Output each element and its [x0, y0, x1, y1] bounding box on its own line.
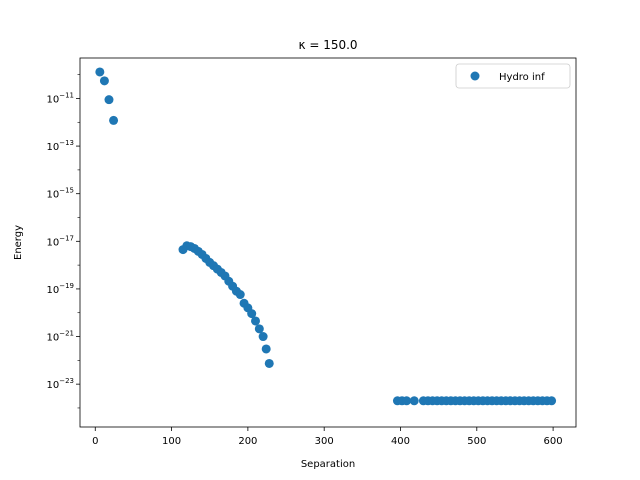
x-tick-label: 500	[467, 436, 486, 447]
data-point	[258, 332, 268, 342]
x-axis-label: Separation	[301, 459, 355, 470]
data-point	[264, 358, 274, 368]
data-point	[409, 396, 419, 406]
data-point	[247, 309, 257, 319]
plot-marks	[95, 67, 557, 406]
data-point	[547, 396, 557, 406]
data-point	[235, 290, 245, 300]
data-point	[109, 115, 119, 125]
y-axis-label: Energy	[13, 225, 24, 260]
data-point	[251, 316, 261, 326]
x-tick-label: 300	[315, 436, 334, 447]
legend-marker	[470, 71, 480, 81]
legend-label: Hydro inf	[499, 72, 545, 83]
data-point	[95, 67, 105, 77]
legend-box	[455, 63, 571, 89]
x-tick-label: 200	[238, 436, 257, 447]
data-point	[99, 76, 109, 86]
x-tick-label: 600	[544, 436, 563, 447]
chart-title: κ = 150.0	[298, 38, 357, 52]
x-tick-label: 400	[391, 436, 410, 447]
legend: Hydro inf	[455, 63, 571, 89]
x-tick-label: 100	[162, 436, 181, 447]
data-point	[261, 344, 271, 354]
data-point	[104, 95, 114, 105]
x-axis-ticks: 0 100 200 300 400 500 600	[92, 427, 563, 447]
data-point	[254, 324, 264, 334]
plot-frame	[79, 57, 577, 428]
data-point	[402, 396, 412, 406]
x-tick-label: 0	[92, 436, 98, 447]
